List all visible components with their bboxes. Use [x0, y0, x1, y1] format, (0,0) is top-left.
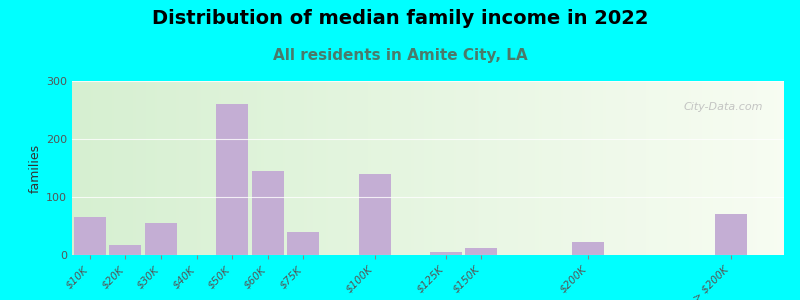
Bar [430, 252, 462, 255]
Bar [572, 242, 604, 255]
Bar [466, 248, 498, 255]
Bar [216, 104, 248, 255]
Bar [252, 171, 284, 255]
Text: City-Data.com: City-Data.com [683, 102, 762, 112]
Y-axis label: families: families [29, 143, 42, 193]
Bar [714, 214, 746, 255]
Bar [110, 244, 142, 255]
Bar [145, 223, 177, 255]
Bar [287, 232, 319, 255]
Bar [358, 174, 390, 255]
Text: All residents in Amite City, LA: All residents in Amite City, LA [273, 48, 527, 63]
Bar [74, 217, 106, 255]
Text: Distribution of median family income in 2022: Distribution of median family income in … [152, 9, 648, 28]
